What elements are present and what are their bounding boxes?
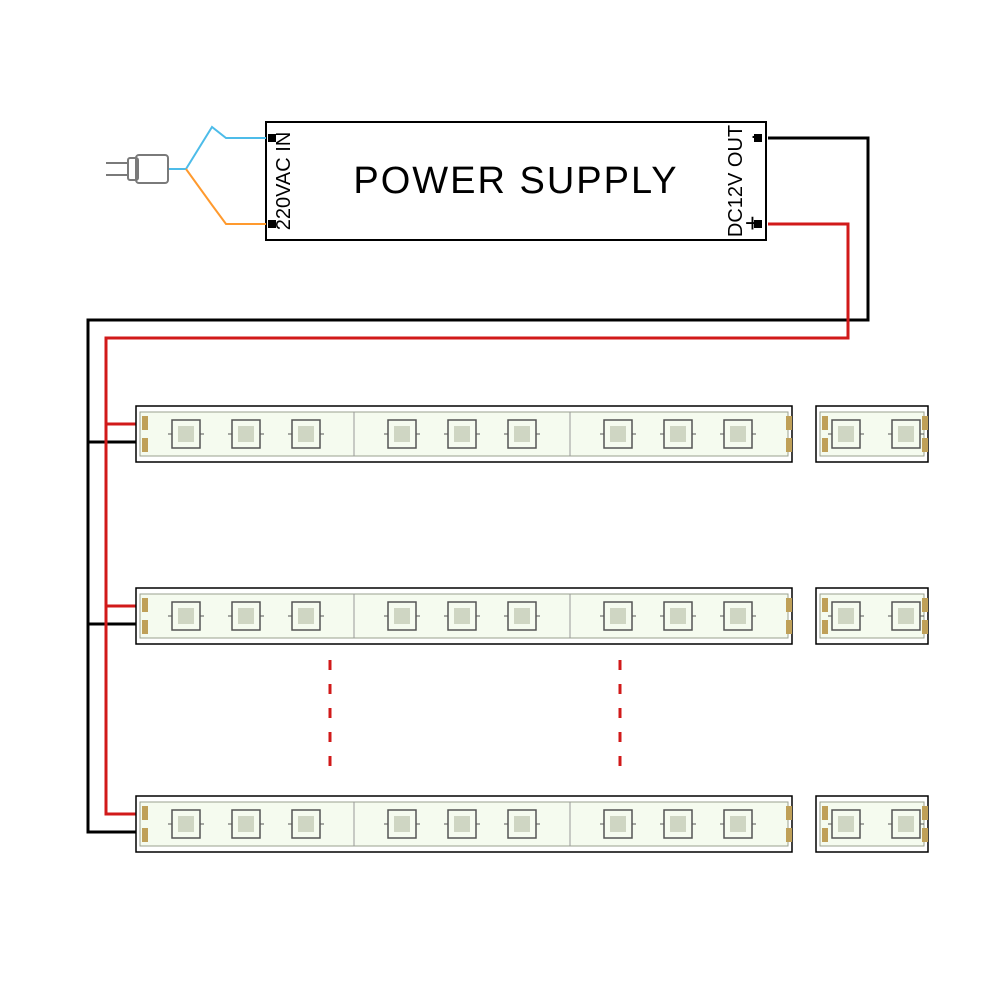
led-strip — [136, 588, 792, 644]
dc-negative-trunk — [88, 138, 868, 832]
led-strip — [816, 796, 928, 852]
led-strip — [816, 588, 928, 644]
led-strip — [816, 406, 928, 462]
plus-label: + — [745, 208, 760, 238]
dc-out-label: DC12V OUT — [725, 125, 747, 237]
ac-neutral-wire — [186, 169, 266, 224]
wiring-diagram: POWER SUPPLY 220VAC IN DC12V OUT- + — [0, 0, 1000, 1000]
power-supply-title: POWER SUPPLY — [353, 160, 678, 202]
minus-label: - — [751, 120, 760, 150]
ac-in-label: 220VAC IN — [273, 132, 295, 231]
led-strip — [136, 406, 792, 462]
led-strip — [136, 796, 792, 852]
ac-line-wire — [168, 127, 266, 169]
ac-plug-icon — [106, 155, 168, 183]
dc-positive-trunk — [106, 224, 848, 814]
